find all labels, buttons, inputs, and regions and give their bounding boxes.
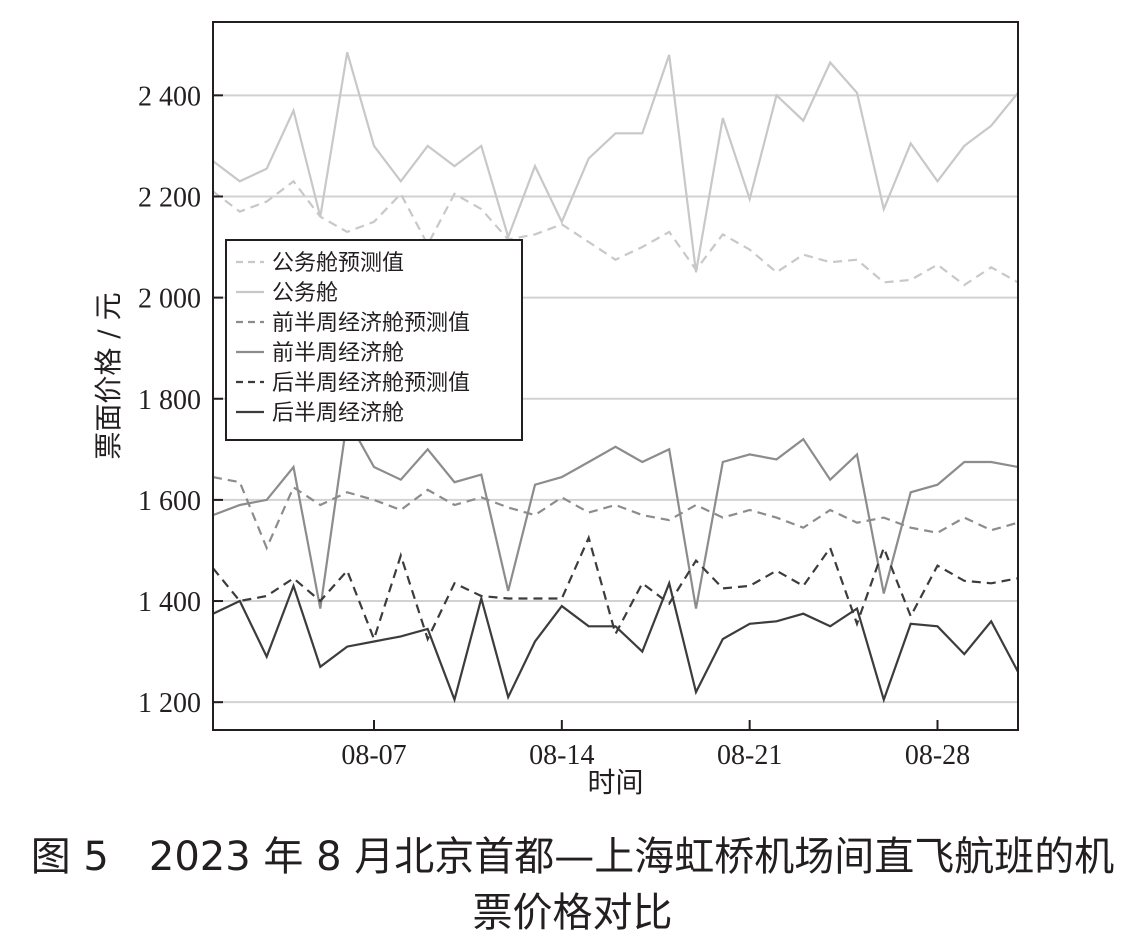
legend-label: 公务舱预测值 (272, 251, 404, 276)
y-tick-label: 2 400 (138, 81, 201, 112)
x-axis-title: 时间 (587, 766, 643, 799)
x-tick-label: 08-07 (341, 740, 406, 771)
legend-label: 前半周经济舱预测值 (272, 311, 470, 336)
legend-label: 后半周经济舱 (272, 401, 404, 426)
legend-label: 公务舱 (272, 281, 338, 306)
y-tick-label: 1 600 (138, 486, 201, 517)
series-line (212, 179, 1019, 287)
legend-label: 后半周经济舱预测值 (272, 371, 470, 396)
y-tick-label: 1 800 (138, 385, 201, 416)
y-axis-title: 票面价格 / 元 (92, 292, 125, 459)
figure-caption-line-1: 图 5 2023 年 8 月北京首都—上海虹桥机场间直飞航班的机 (30, 834, 1115, 880)
series-line (212, 534, 1019, 643)
x-tick-label: 08-14 (529, 740, 594, 771)
x-tick-label: 08-21 (717, 740, 782, 771)
figure-caption-line-2: 票价格对比 (472, 890, 673, 936)
y-tick-label: 1 200 (138, 688, 201, 719)
plot-frame (212, 21, 1019, 731)
legend-box (225, 239, 523, 441)
line-chart: 1 200 1 400 1 600 1 800 2 000 2 200 2 400 08-07… (92, 21, 1019, 799)
legend-label: 前半周经济舱 (272, 341, 404, 366)
x-tick-label: 08-28 (905, 740, 970, 771)
series-line (212, 476, 1019, 551)
y-tick-label: 2 200 (138, 182, 201, 213)
y-tick-label: 1 400 (138, 587, 201, 618)
series-line (212, 51, 1019, 273)
y-tick-label: 2 000 (138, 284, 201, 315)
axis-ticks: 1 200 1 400 1 600 1 800 2 000 2 200 2 400 08-07… (138, 81, 970, 771)
series-line (212, 579, 1019, 704)
